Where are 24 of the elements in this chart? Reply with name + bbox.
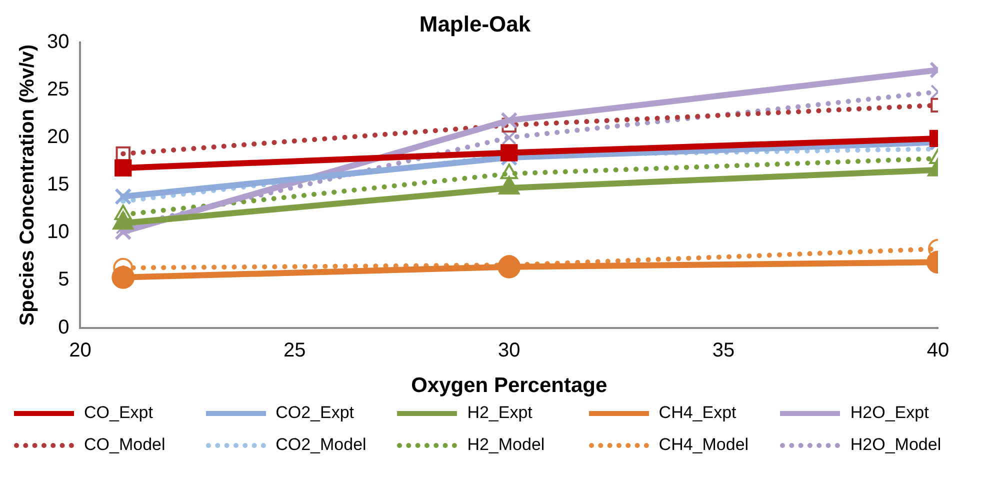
chart-title: Maple-Oak [419, 11, 532, 36]
y-tick-label: 5 [58, 268, 70, 291]
legend-label: H2O_Expt [850, 403, 929, 423]
y-tick-label: 15 [46, 174, 70, 196]
x-tick-label: 25 [284, 339, 306, 362]
legend-label: CH4_Model [658, 435, 749, 455]
legend-label: CO2_Model [276, 435, 366, 455]
y-axis-title: Species Concentration (%v/v) [16, 44, 39, 326]
legend-label: CO_Model [84, 435, 166, 455]
legend-label: CO2_Expt [276, 403, 354, 423]
y-tick-label: 10 [46, 221, 70, 244]
x-tick-label: 30 [498, 339, 520, 362]
legend-label: H2_Model [467, 435, 545, 455]
x-axis-title: Oxygen Percentage [411, 374, 608, 398]
y-tick-label: 20 [46, 126, 70, 148]
x-tick-label: 40 [926, 339, 950, 362]
y-tick-label: 30 [46, 30, 70, 53]
legend-label: H2O_Model [850, 435, 942, 455]
legend-label: H2_Expt [467, 403, 532, 423]
legend-label: CO_Expt [84, 403, 153, 423]
legend-label: CH4_Expt [658, 403, 736, 423]
y-tick-label: 0 [58, 316, 70, 338]
x-tick-label: 35 [712, 339, 735, 362]
y-tick-label: 25 [46, 78, 70, 100]
